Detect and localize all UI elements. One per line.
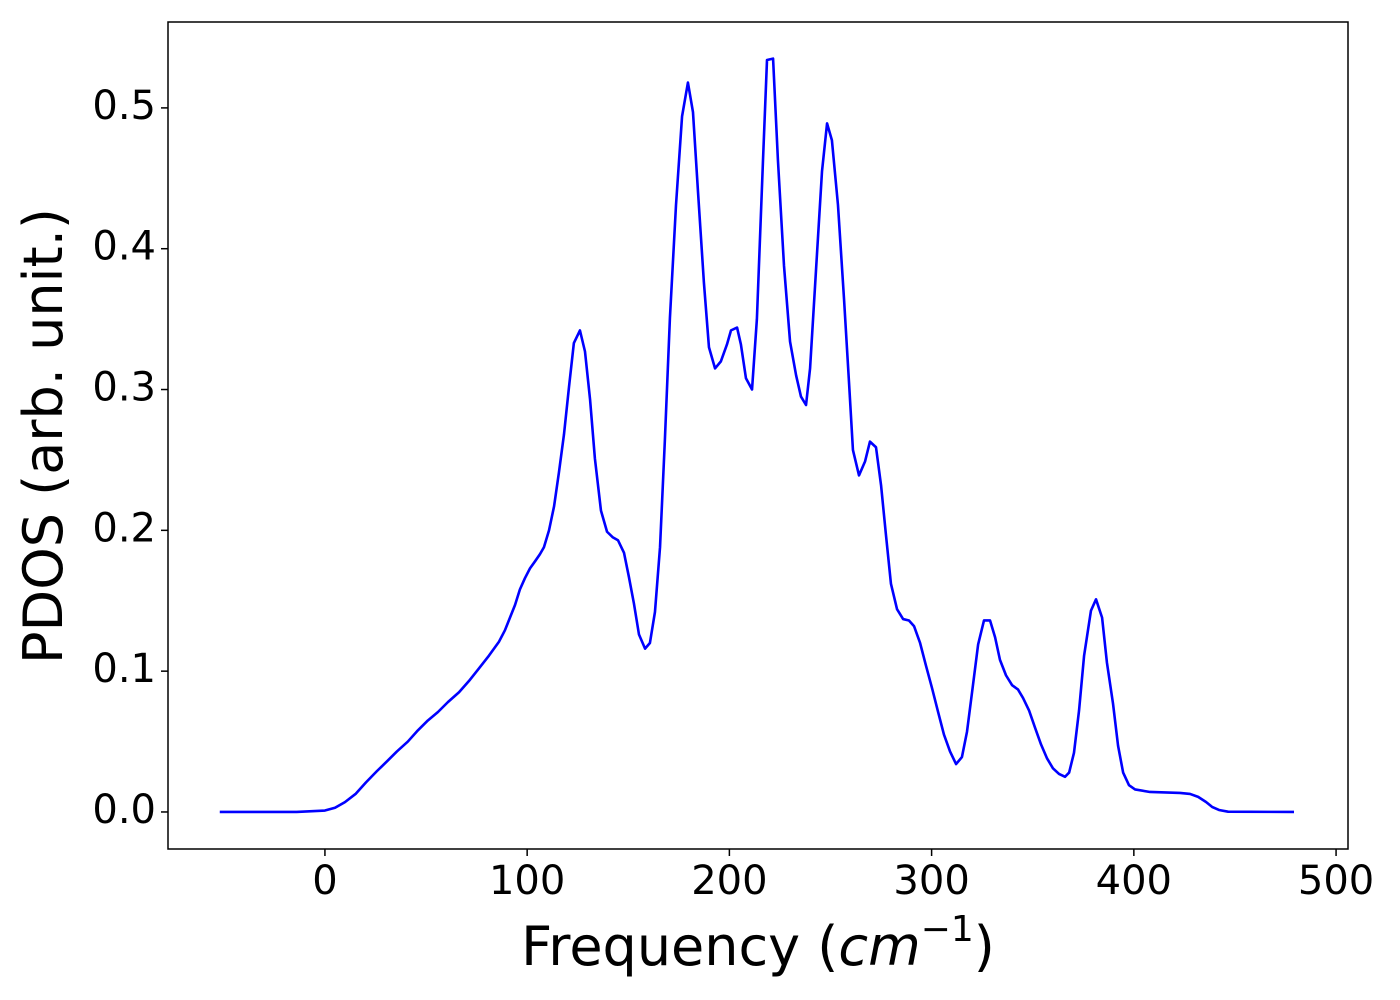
y-tick-label: 0.0	[92, 787, 156, 833]
x-label-text: Frequency (	[521, 915, 838, 978]
plot-frame	[167, 21, 1349, 850]
y-tick-label: 0.3	[92, 365, 156, 411]
x-label-text: )	[974, 915, 995, 978]
x-tick-label: 300	[893, 858, 969, 904]
y-tick-label: 0.5	[92, 83, 156, 129]
y-tick-label: 0.1	[92, 646, 156, 692]
x-axis-label: Frequency (cm−1)	[521, 909, 995, 978]
x-tick-label: 500	[1298, 858, 1374, 904]
y-tick-label: 0.2	[92, 505, 156, 551]
pdos-line	[219, 57, 1295, 814]
x-label-sup: −1	[921, 909, 974, 950]
x-tick-label: 0	[312, 858, 337, 904]
x-tick-label: 100	[489, 858, 565, 904]
x-label-math: cm	[838, 915, 920, 978]
x-tick-label: 200	[691, 858, 767, 904]
x-tick-label: 400	[1096, 858, 1172, 904]
y-axis-label: PDOS (arb. unit.)	[12, 208, 75, 664]
y-tick-label: 0.4	[92, 224, 156, 270]
